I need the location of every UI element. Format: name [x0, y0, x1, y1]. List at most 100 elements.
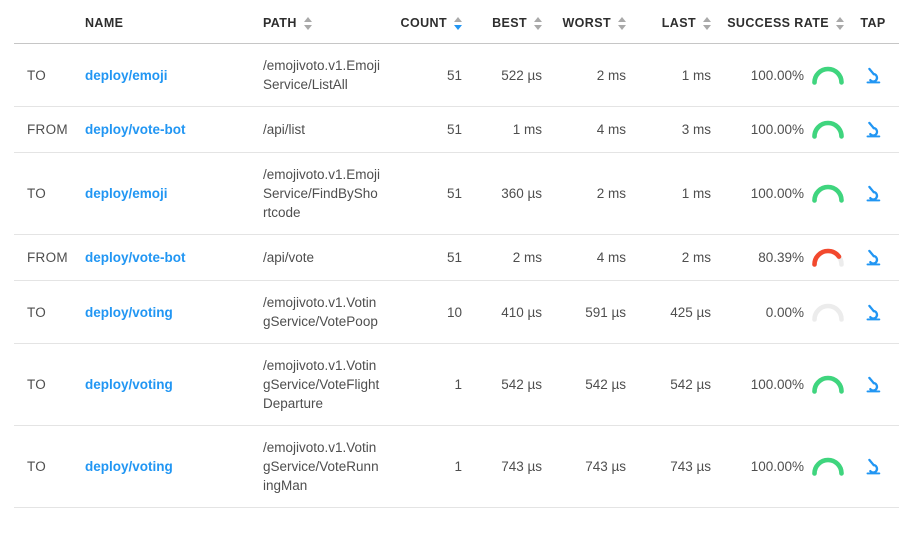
- col-header-count[interactable]: COUNT: [385, 0, 465, 44]
- tap-cell: [847, 43, 899, 107]
- route-path-cell: /api/vote: [263, 234, 385, 281]
- route-path-cell: /emojivoto.v1.VotingService/VoteFlightDe…: [263, 343, 385, 426]
- success-rate-value: 100.00%: [750, 186, 804, 201]
- count-cell: 51: [385, 152, 465, 235]
- tap-button[interactable]: [863, 302, 884, 323]
- tap-cell: [847, 280, 899, 344]
- tap-cell: [847, 106, 899, 153]
- resource-link[interactable]: deploy/vote-bot: [85, 122, 186, 137]
- direction-cell: FROM: [14, 106, 85, 153]
- tap-button[interactable]: [863, 247, 884, 268]
- last-latency-cell: 2 ms: [629, 234, 714, 281]
- name-cell: deploy/emoji: [85, 43, 263, 107]
- sort-arrows-icon[interactable]: [703, 16, 711, 30]
- col-header-name: NAME: [85, 0, 263, 44]
- resource-link[interactable]: deploy/voting: [85, 377, 173, 392]
- table-row: TO deploy/emoji/emojivoto.v1.EmojiService…: [14, 43, 899, 107]
- success-rate-arc: [812, 184, 844, 203]
- success-rate-cell: 100.00%: [714, 152, 847, 235]
- success-rate-arc: [812, 375, 844, 394]
- success-rate-value: 100.00%: [750, 459, 804, 474]
- route-path-cell: /emojivoto.v1.EmojiService/FindByShortco…: [263, 152, 385, 235]
- col-label-path: PATH: [263, 16, 297, 30]
- worst-latency-cell: 2 ms: [545, 43, 629, 107]
- success-rate-arc: [812, 303, 844, 322]
- sort-arrows-icon[interactable]: [618, 16, 626, 30]
- col-header-best[interactable]: BEST: [465, 0, 545, 44]
- success-rate-cell: 100.00%: [714, 425, 847, 508]
- col-header-direction: [14, 0, 85, 44]
- worst-latency-cell: 591 µs: [545, 280, 629, 344]
- col-label-count: COUNT: [400, 16, 447, 30]
- header-row: NAME PATH COUNT BEST WORST LAST: [14, 0, 899, 44]
- col-header-path[interactable]: PATH: [263, 0, 385, 44]
- direction-cell: TO: [14, 280, 85, 344]
- tap-icon: [866, 67, 880, 83]
- last-latency-cell: 1 ms: [629, 43, 714, 107]
- success-rate-cell: 0.00%: [714, 280, 847, 344]
- routes-table: NAME PATH COUNT BEST WORST LAST: [14, 0, 899, 508]
- success-rate-cell: 80.39%: [714, 234, 847, 281]
- last-latency-cell: 542 µs: [629, 343, 714, 426]
- tap-button[interactable]: [863, 119, 884, 140]
- col-label-tap: TAP: [860, 16, 886, 30]
- table-row: FROM deploy/vote-bot/api/vote 51 2 ms 4 ms 2 …: [14, 234, 899, 281]
- route-path-cell: /emojivoto.v1.EmojiService/ListAll: [263, 43, 385, 107]
- tap-button[interactable]: [863, 183, 884, 204]
- direction-cell: TO: [14, 343, 85, 426]
- last-latency-cell: 425 µs: [629, 280, 714, 344]
- sort-arrows-icon[interactable]: [454, 16, 462, 30]
- table-row: TO deploy/voting/emojivoto.v1.VotingServi…: [14, 343, 899, 426]
- col-label-success-rate: SUCCESS RATE: [727, 16, 829, 30]
- sort-arrows-icon[interactable]: [836, 16, 844, 30]
- worst-latency-cell: 743 µs: [545, 425, 629, 508]
- success-rate-arc: [812, 66, 844, 85]
- resource-link[interactable]: deploy/voting: [85, 304, 173, 320]
- last-latency-cell: 743 µs: [629, 425, 714, 508]
- tap-cell: [847, 152, 899, 235]
- name-cell: deploy/vote-bot: [85, 234, 263, 281]
- best-latency-cell: 360 µs: [465, 152, 545, 235]
- col-header-success-rate[interactable]: SUCCESS RATE: [714, 0, 847, 44]
- success-rate-value: 100.00%: [750, 67, 804, 83]
- resource-link[interactable]: deploy/vote-bot: [85, 250, 186, 265]
- success-rate-arc: [812, 120, 844, 139]
- route-path-cell: /emojivoto.v1.VotingService/VotePoop: [263, 280, 385, 344]
- worst-latency-cell: 4 ms: [545, 234, 629, 281]
- success-rate-value: 100.00%: [750, 377, 804, 392]
- tap-icon: [866, 304, 880, 320]
- direction-cell: TO: [14, 43, 85, 107]
- sort-arrows-icon[interactable]: [303, 16, 312, 30]
- best-latency-cell: 542 µs: [465, 343, 545, 426]
- direction-cell: TO: [14, 152, 85, 235]
- tap-button[interactable]: [863, 65, 884, 86]
- tap-cell: [847, 234, 899, 281]
- tap-button[interactable]: [863, 374, 884, 395]
- count-cell: 51: [385, 43, 465, 107]
- tap-cell: [847, 425, 899, 508]
- col-header-worst[interactable]: WORST: [545, 0, 629, 44]
- resource-link[interactable]: deploy/emoji: [85, 186, 168, 201]
- col-label-last: LAST: [661, 16, 696, 30]
- name-cell: deploy/voting: [85, 280, 263, 344]
- success-rate-value: 80.39%: [758, 250, 804, 265]
- name-cell: deploy/vote-bot: [85, 106, 263, 153]
- direction-cell: TO: [14, 425, 85, 508]
- col-label-worst: WORST: [562, 16, 611, 30]
- best-latency-cell: 2 ms: [465, 234, 545, 281]
- route-path-cell: /emojivoto.v1.VotingService/VoteRunningM…: [263, 425, 385, 508]
- table-row: TO deploy/voting/emojivoto.v1.VotingServi…: [14, 425, 899, 508]
- col-label-best: BEST: [492, 16, 527, 30]
- col-header-last[interactable]: LAST: [629, 0, 714, 44]
- last-latency-cell: 1 ms: [629, 152, 714, 235]
- last-latency-cell: 3 ms: [629, 106, 714, 153]
- success-rate-arc: [812, 248, 844, 267]
- tap-button[interactable]: [863, 456, 884, 477]
- best-latency-cell: 522 µs: [465, 43, 545, 107]
- best-latency-cell: 410 µs: [465, 280, 545, 344]
- col-header-tap: TAP: [847, 0, 899, 44]
- resource-link[interactable]: deploy/voting: [85, 459, 173, 474]
- resource-link[interactable]: deploy/emoji: [85, 67, 168, 83]
- sort-arrows-icon[interactable]: [534, 16, 542, 30]
- success-rate-arc: [812, 457, 844, 476]
